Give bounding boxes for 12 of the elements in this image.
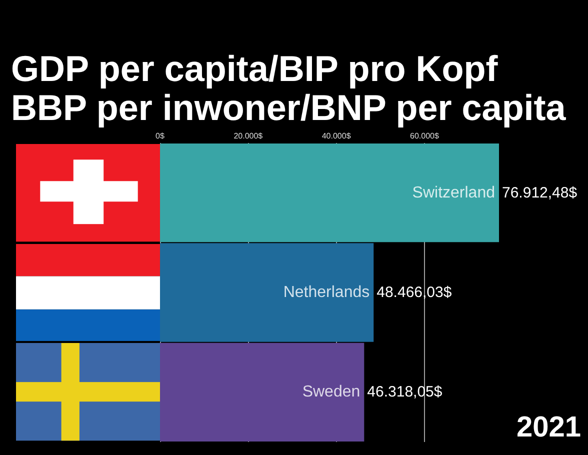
data-label: 76.912,48$ [502,184,578,202]
y-tick-label: Netherlands [283,284,370,301]
y-tick-label: Switzerland [412,184,495,202]
bar [160,243,374,342]
chart-title: GDP per capita/BIP pro Kopf [11,48,499,89]
chart-subtitle: BBP per inwoner/BNP per capita [11,87,567,128]
x-tick-label: 20.000$ [234,132,264,140]
text: 2021 [516,412,581,444]
x-tick-label: 60.000$ [410,132,440,140]
x-tick-label: 40.000$ [322,132,352,140]
x-tick-label: 0$ [156,132,165,140]
y-tick-label: Sweden [302,384,360,401]
